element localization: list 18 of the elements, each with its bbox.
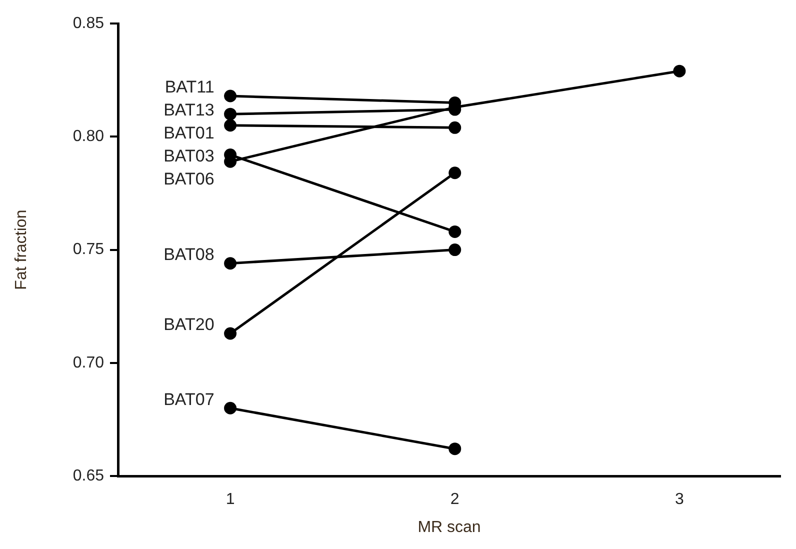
y-tick-label: 0.80 xyxy=(72,128,104,146)
x-tick-label: 3 xyxy=(674,491,684,508)
x-axis-title: MR scan xyxy=(418,518,481,536)
series-label: BAT07 xyxy=(164,390,214,409)
y-tick-label: 0.75 xyxy=(72,241,104,258)
y-axis-title: Fat fraction xyxy=(13,210,30,290)
series-label: BAT01 xyxy=(164,124,214,143)
y-tick-label: 0.70 xyxy=(72,354,104,372)
y-tick-label: 0.65 xyxy=(72,467,104,484)
x-tick-label: 1 xyxy=(226,491,235,508)
series-label: BAT20 xyxy=(164,315,214,334)
series-label: BAT13 xyxy=(164,100,214,120)
series-label: BAT03 xyxy=(164,146,214,166)
series-label: BAT11 xyxy=(164,78,214,97)
series-label: BAT08 xyxy=(164,245,214,264)
x-tick-label: 2 xyxy=(450,491,460,508)
y-tick-label: 0.85 xyxy=(72,15,104,32)
series-label: BAT06 xyxy=(164,170,214,189)
